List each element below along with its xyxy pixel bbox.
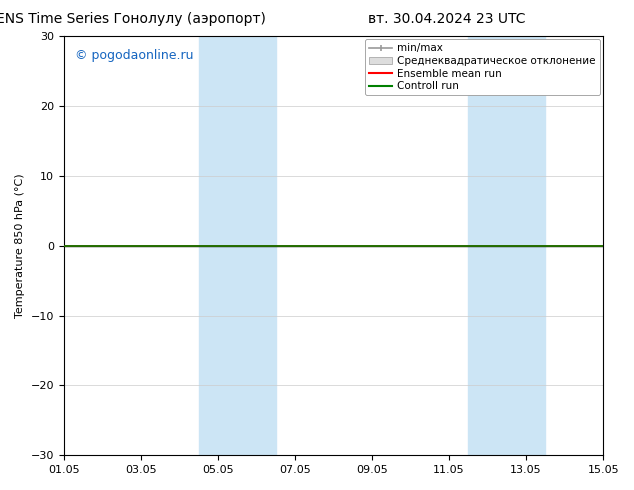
Text: © pogodaonline.ru: © pogodaonline.ru (75, 49, 193, 62)
Y-axis label: Temperature 850 hPa (°C): Temperature 850 hPa (°C) (15, 173, 25, 318)
Bar (198, 36, 276, 455)
Text: ENS Time Series Гонолулу (аэропорт): ENS Time Series Гонолулу (аэропорт) (0, 12, 266, 26)
Text: вт. 30.04.2024 23 UTC: вт. 30.04.2024 23 UTC (368, 12, 525, 26)
Bar (469, 36, 545, 455)
Legend: min/max, Среднеквадратическое отклонение, Ensemble mean run, Controll run: min/max, Среднеквадратическое отклонение… (365, 39, 600, 96)
